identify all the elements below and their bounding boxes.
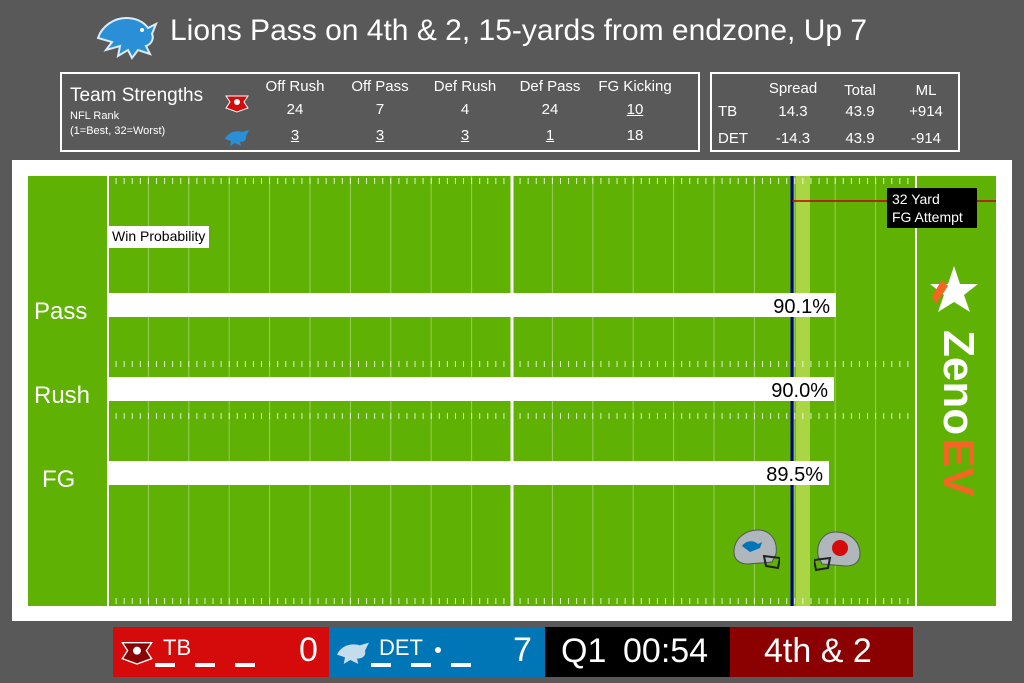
win-prob-value-rush: 90.0% — [771, 380, 828, 402]
title-bar: Lions Pass on 4th & 2, 15-yards from end… — [0, 0, 1024, 70]
right-endzone — [916, 176, 996, 606]
quarter: Q1 — [561, 632, 607, 670]
play-label-pass: Pass — [34, 298, 88, 325]
tb-def-rush: 4 — [460, 101, 470, 118]
col-def-rush: Def Rush — [433, 78, 497, 95]
det-timeout-1 — [371, 663, 391, 667]
tb-timeout-1 — [155, 663, 175, 667]
det-timeout-3 — [451, 663, 471, 667]
win-prob-bar-fg — [109, 461, 829, 485]
down-and-distance: 4th & 2 — [764, 632, 872, 670]
buccaneers-logo-scoreboard — [121, 642, 153, 665]
win-prob-bar-rush — [109, 377, 834, 401]
scoreboard-tb: TB 0 — [113, 627, 329, 677]
tb-ml: +914 — [909, 103, 943, 120]
play-label-rush: Rush — [34, 382, 91, 409]
fg-distance: 32 Yard — [892, 191, 940, 207]
scoreboard-clock: Q1 00:54 — [545, 627, 730, 677]
team-strengths-panel: Team Strengths NFL Rank (1=Best, 32=Wors… — [60, 72, 700, 152]
scoreboard-det: DET 7 — [329, 627, 545, 677]
game-clock: 00:54 — [623, 632, 709, 670]
tb-timeout-2 — [195, 663, 215, 667]
col-off-pass: Off Pass — [351, 78, 409, 95]
win-prob-bar-pass — [109, 293, 836, 317]
strengths-scale-note: (1=Best, 32=Worst) — [70, 125, 166, 137]
col-total: Total — [844, 82, 876, 99]
strengths-subtitle: NFL Rank — [70, 110, 120, 122]
page-title: Lions Pass on 4th & 2, 15-yards from end… — [170, 14, 868, 47]
det-fg-kicking: 18 — [626, 127, 644, 144]
possession-indicator — [435, 647, 441, 653]
lions-logo-scoreboard — [337, 642, 369, 664]
det-off-pass: 3 — [375, 127, 385, 144]
strengths-title: Team Strengths — [70, 85, 204, 106]
col-spread: Spread — [768, 80, 818, 97]
lions-helmet — [733, 529, 780, 570]
betting-odds-panel: Spread Total ML TB 14.3 43.9 +914 DET -1… — [710, 72, 960, 152]
det-off-rush: 3 — [290, 127, 300, 144]
tb-fg-kicking: 10 — [626, 101, 644, 118]
tb-score: 0 — [299, 631, 318, 669]
tb-off-rush: 24 — [286, 101, 304, 118]
brand-zeno: Zeno — [934, 330, 983, 435]
det-def-rush: 3 — [460, 127, 470, 144]
tb-total: 43.9 — [845, 103, 875, 120]
buccaneers-logo — [225, 95, 249, 113]
play-label-fg: FG — [42, 466, 76, 493]
odds-det-label: DET — [718, 130, 748, 147]
win-prob-value-pass: 90.1% — [773, 296, 830, 318]
tb-spread: 14.3 — [778, 103, 808, 120]
scoreboard: TB 0 DET 7 Q1 00:54 4th & 2 — [113, 627, 913, 677]
buccaneers-helmet — [814, 531, 861, 572]
left-endzone — [28, 176, 108, 606]
det-spread: -14.3 — [775, 130, 811, 147]
tb-timeout-3 — [235, 663, 255, 667]
odds-tb-label: TB — [718, 103, 738, 120]
det-abbr: DET — [379, 635, 423, 660]
det-total: 43.9 — [845, 130, 875, 147]
det-timeout-2 — [411, 663, 431, 667]
det-def-pass: 1 — [545, 127, 555, 144]
fg-attempt-text: FG Attempt — [892, 209, 963, 225]
tb-off-pass: 7 — [375, 101, 385, 118]
col-ml: ML — [915, 82, 937, 99]
win-prob-value-fg: 89.5% — [766, 464, 823, 486]
zenoev-logo: Zeno EV — [930, 266, 983, 497]
scoreboard-down: 4th & 2 — [730, 627, 913, 677]
fg-attempt-label: 32 Yard FG Attempt — [887, 188, 977, 228]
det-score: 7 — [513, 631, 532, 669]
col-fg-kicking: FG Kicking — [598, 78, 672, 95]
lions-logo — [96, 16, 158, 60]
tb-def-pass: 24 — [541, 101, 559, 118]
win-probability-label: Win Probability — [108, 226, 210, 248]
tb-abbr: TB — [163, 635, 192, 660]
col-def-pass: Def Pass — [519, 78, 581, 95]
lions-logo-small — [225, 130, 249, 146]
col-off-rush: Off Rush — [265, 78, 325, 95]
brand-ev: EV — [934, 438, 983, 497]
det-ml: -914 — [910, 130, 942, 147]
